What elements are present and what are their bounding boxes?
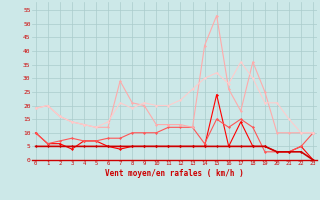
X-axis label: Vent moyen/en rafales ( km/h ): Vent moyen/en rafales ( km/h ) xyxy=(105,169,244,178)
